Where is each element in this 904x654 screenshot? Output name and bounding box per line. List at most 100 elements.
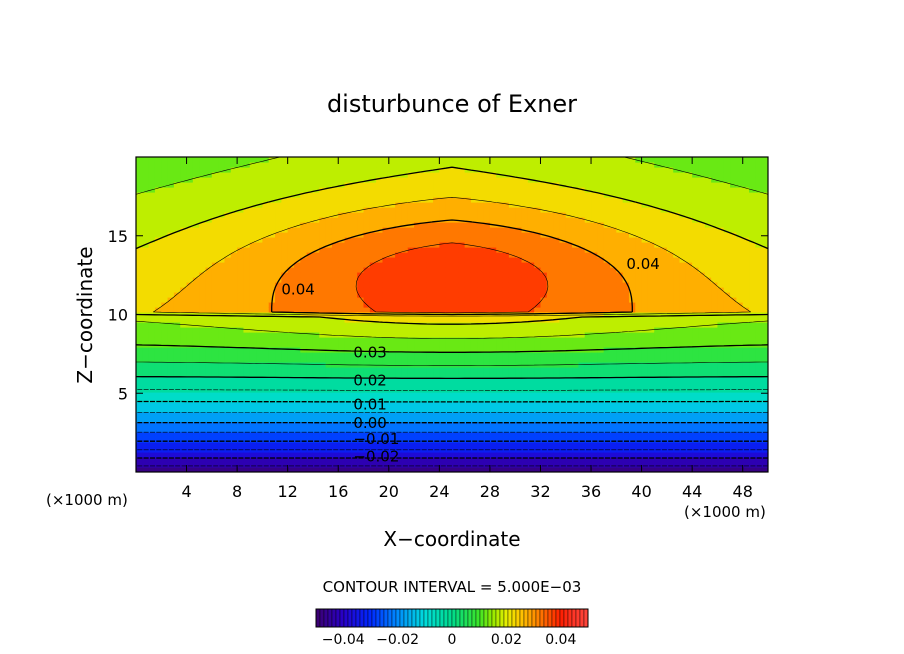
field-cell xyxy=(433,287,440,293)
field-cell xyxy=(275,237,282,243)
field-cell xyxy=(256,462,263,468)
field-cell xyxy=(439,282,447,288)
field-cell xyxy=(256,167,263,173)
field-cell xyxy=(363,167,371,173)
field-cell xyxy=(572,197,579,203)
field-cell xyxy=(470,372,478,378)
field-cell xyxy=(211,417,219,423)
field-cell xyxy=(603,452,611,458)
field-cell xyxy=(616,377,624,383)
field-cell xyxy=(628,157,636,163)
field-cell xyxy=(224,437,232,443)
field-cell xyxy=(173,167,181,173)
field-cell xyxy=(584,292,592,298)
field-cell xyxy=(136,237,143,243)
field-cell xyxy=(553,397,561,403)
field-cell xyxy=(439,387,447,393)
field-cell xyxy=(237,462,245,468)
field-cell xyxy=(294,332,301,338)
field-cell xyxy=(319,452,327,458)
field-cell xyxy=(167,192,175,198)
field-cell xyxy=(338,437,346,443)
field-cell xyxy=(205,452,213,458)
field-cell xyxy=(350,372,358,378)
field-cell xyxy=(237,362,245,368)
field-cell xyxy=(572,277,579,283)
field-cell xyxy=(521,207,529,213)
field-cell xyxy=(382,292,390,298)
field-cell xyxy=(136,232,143,238)
field-cell xyxy=(591,412,598,418)
field-cell xyxy=(199,162,207,168)
field-cell xyxy=(211,182,219,188)
field-cell xyxy=(357,282,365,288)
field-cell xyxy=(508,362,516,368)
field-cell xyxy=(597,402,605,408)
field-cell xyxy=(433,232,440,238)
field-cell xyxy=(230,347,238,353)
field-cell xyxy=(382,407,390,413)
field-cell xyxy=(515,292,523,298)
field-cell xyxy=(565,452,573,458)
field-cell xyxy=(546,422,554,428)
field-cell xyxy=(502,312,510,318)
field-cell xyxy=(369,242,377,248)
field-cell xyxy=(218,287,226,293)
field-cell xyxy=(357,312,365,318)
field-cell xyxy=(199,262,207,268)
field-cell xyxy=(249,172,257,178)
field-cell xyxy=(597,442,605,448)
field-cell xyxy=(224,267,232,273)
field-cell xyxy=(350,417,358,423)
field-cell xyxy=(173,187,181,193)
field-cell xyxy=(502,442,510,448)
field-cell xyxy=(312,317,320,323)
field-cell xyxy=(344,212,352,218)
field-cell xyxy=(445,257,453,263)
field-cell xyxy=(256,382,263,388)
field-cell xyxy=(136,157,143,163)
field-cell xyxy=(603,372,611,378)
field-cell xyxy=(287,307,295,313)
field-cell xyxy=(136,327,143,333)
field-cell xyxy=(205,242,213,248)
field-cell xyxy=(477,207,485,213)
field-cell xyxy=(420,347,428,353)
field-cell xyxy=(616,437,624,443)
field-cell xyxy=(161,397,169,403)
field-cell xyxy=(325,222,333,228)
field-cell xyxy=(559,382,567,388)
field-cell xyxy=(395,407,403,413)
field-cell xyxy=(312,382,320,388)
field-cell xyxy=(287,322,295,328)
field-cell xyxy=(167,267,175,273)
field-cell xyxy=(350,262,358,268)
field-cell xyxy=(388,342,396,348)
field-cell xyxy=(300,407,308,413)
field-cell xyxy=(616,257,624,263)
field-cell xyxy=(205,182,213,188)
field-cell xyxy=(294,162,301,168)
field-cell xyxy=(148,217,156,223)
field-cell xyxy=(433,317,440,323)
field-cell xyxy=(458,282,466,288)
field-cell xyxy=(186,192,194,198)
field-cell xyxy=(312,392,320,398)
field-cell xyxy=(591,247,598,253)
field-cell xyxy=(452,207,459,213)
field-cell xyxy=(426,282,434,288)
field-cell xyxy=(553,417,561,423)
field-cell xyxy=(527,157,535,163)
field-cell xyxy=(635,457,643,463)
field-cell xyxy=(192,437,200,443)
field-cell xyxy=(401,347,409,353)
field-cell xyxy=(395,412,403,418)
field-cell xyxy=(578,262,586,268)
field-cell xyxy=(527,457,535,463)
field-cell xyxy=(407,452,415,458)
field-cell xyxy=(433,462,440,468)
field-cell xyxy=(635,397,643,403)
field-cell xyxy=(414,277,421,283)
field-cell xyxy=(527,442,535,448)
field-cell xyxy=(534,422,542,428)
